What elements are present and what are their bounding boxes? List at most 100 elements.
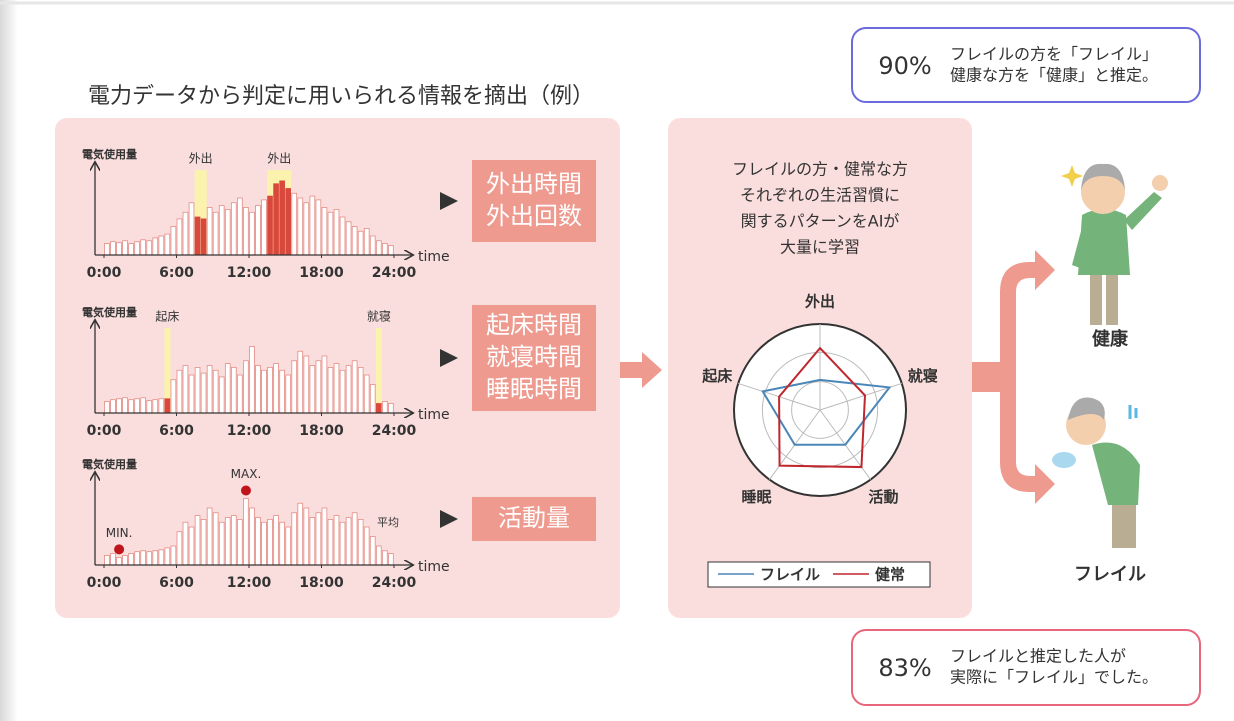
x-tick-label: 6:00 bbox=[159, 265, 194, 281]
model-text: それぞれの生活習慣に bbox=[740, 186, 900, 205]
bar bbox=[231, 203, 236, 255]
bar bbox=[358, 519, 363, 565]
highlight-label: 外出 bbox=[267, 152, 291, 166]
model-text: フレイルの方・健常な方 bbox=[732, 160, 908, 179]
bar bbox=[117, 243, 122, 255]
bar bbox=[256, 518, 261, 566]
extraction-label: 外出回数 bbox=[486, 202, 582, 230]
bar bbox=[117, 399, 122, 413]
stat-text: フレイルの方を「フレイル」 bbox=[950, 45, 1158, 64]
x-tick-label: 12:00 bbox=[227, 423, 272, 439]
bar bbox=[165, 399, 170, 413]
bar bbox=[141, 398, 146, 413]
bar bbox=[322, 508, 327, 565]
bar bbox=[159, 550, 164, 565]
bar bbox=[328, 212, 333, 255]
bar bbox=[213, 513, 218, 565]
bar bbox=[250, 212, 255, 255]
bar bbox=[280, 181, 285, 255]
bar bbox=[292, 513, 297, 565]
bar bbox=[135, 552, 140, 565]
bar bbox=[316, 361, 321, 413]
bar bbox=[243, 361, 248, 413]
axis-label: 就寝 bbox=[908, 367, 938, 385]
bar bbox=[207, 208, 212, 256]
bar bbox=[340, 370, 345, 413]
bar bbox=[195, 367, 200, 413]
bar bbox=[225, 364, 230, 413]
bar bbox=[201, 373, 206, 413]
legend-label: 健常 bbox=[875, 566, 905, 584]
bar bbox=[225, 209, 230, 255]
highlight bbox=[376, 328, 382, 413]
extraction-label: 活動量 bbox=[498, 504, 570, 532]
axis-label: 外出 bbox=[804, 293, 835, 311]
x-tick-label: 12:00 bbox=[227, 265, 272, 281]
x-tick-label: 0:00 bbox=[87, 575, 122, 591]
bar bbox=[280, 370, 285, 413]
bar bbox=[153, 238, 158, 255]
bar bbox=[322, 356, 327, 413]
bar bbox=[105, 556, 110, 566]
bar bbox=[135, 242, 140, 255]
bar bbox=[177, 370, 182, 413]
bar bbox=[370, 537, 375, 566]
bar bbox=[189, 527, 194, 565]
title: 電力データから判定に用いられる情報を摘出（例） bbox=[88, 84, 594, 109]
bar bbox=[304, 508, 309, 565]
bar bbox=[382, 551, 387, 565]
bar bbox=[159, 236, 164, 255]
bar bbox=[376, 404, 381, 414]
bar bbox=[147, 552, 152, 565]
x-axis-label: time bbox=[418, 249, 450, 265]
bar bbox=[364, 375, 369, 413]
model-text: 大量に学習 bbox=[780, 238, 860, 257]
bar bbox=[231, 516, 236, 565]
bar bbox=[286, 375, 291, 413]
bar bbox=[370, 385, 375, 414]
marker bbox=[241, 486, 251, 496]
bar bbox=[111, 242, 116, 255]
y-axis-label: 電気使用量 bbox=[82, 147, 137, 161]
bar bbox=[111, 400, 116, 413]
bar bbox=[111, 554, 116, 565]
bar bbox=[123, 241, 128, 255]
y-axis-label: 電気使用量 bbox=[82, 457, 137, 471]
bar bbox=[147, 401, 152, 413]
bar bbox=[310, 366, 315, 414]
bar bbox=[153, 400, 158, 413]
bar bbox=[201, 219, 206, 255]
bar bbox=[274, 184, 279, 255]
bar bbox=[171, 227, 176, 256]
bar bbox=[123, 556, 128, 566]
bar bbox=[262, 522, 267, 565]
bar bbox=[376, 241, 381, 255]
bar bbox=[250, 347, 255, 414]
bar bbox=[207, 508, 212, 565]
bar bbox=[352, 361, 357, 413]
axis-label: 睡眠 bbox=[742, 488, 772, 506]
x-tick-label: 6:00 bbox=[159, 575, 194, 591]
bar bbox=[364, 228, 369, 255]
bar bbox=[243, 208, 248, 256]
healthy-figure bbox=[1061, 164, 1168, 325]
bar bbox=[153, 551, 158, 565]
highlight-label: 外出 bbox=[189, 152, 213, 166]
bar bbox=[274, 364, 279, 413]
bar bbox=[250, 508, 255, 565]
bar bbox=[207, 366, 212, 414]
bar bbox=[268, 519, 273, 565]
x-tick-label: 18:00 bbox=[299, 265, 344, 281]
x-tick-label: 24:00 bbox=[372, 265, 417, 281]
bar bbox=[183, 522, 188, 565]
stat-text: 実際に「フレイル」でした。 bbox=[950, 668, 1158, 687]
frail-figure bbox=[1052, 397, 1140, 548]
extraction-label: 外出時間 bbox=[486, 170, 582, 198]
bar bbox=[123, 398, 128, 413]
y-axis-label: 電気使用量 bbox=[82, 305, 137, 319]
legend-label: フレイル bbox=[760, 566, 820, 584]
bar bbox=[346, 222, 351, 255]
bar bbox=[334, 209, 339, 255]
bar bbox=[177, 532, 182, 565]
bar bbox=[370, 236, 375, 255]
